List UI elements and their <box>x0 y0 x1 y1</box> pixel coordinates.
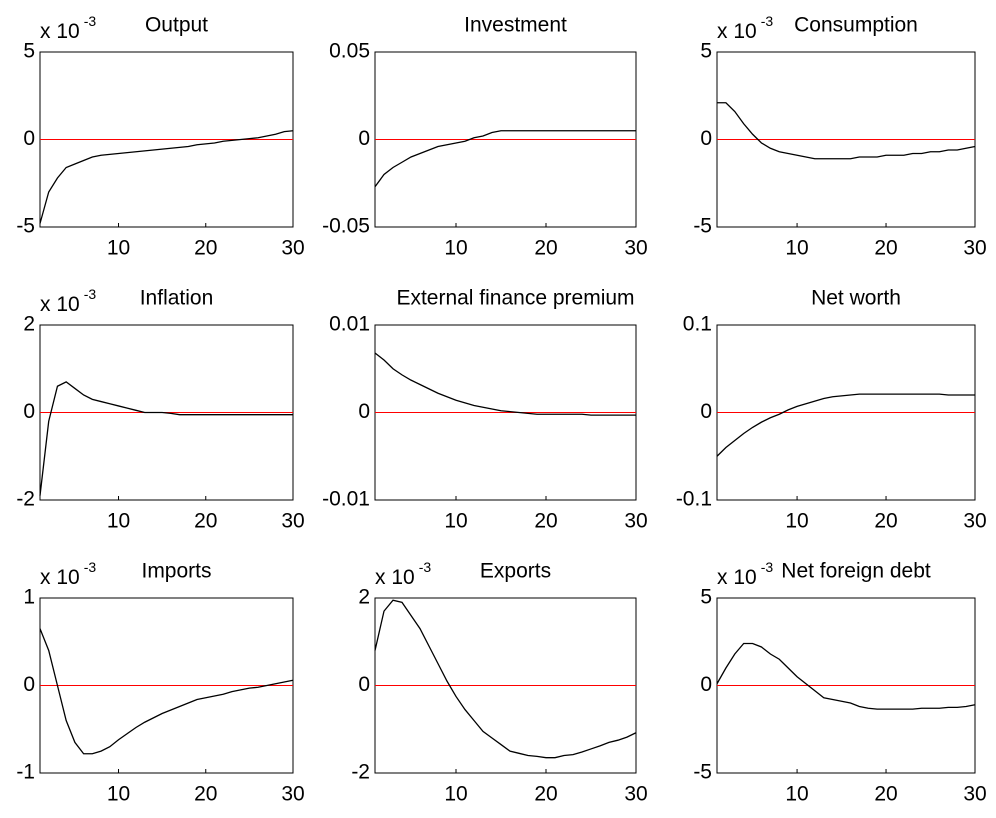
scale-base: x 10 <box>40 20 80 43</box>
y-tick-label: 0 <box>700 673 712 696</box>
scale-exponent: -3 <box>84 286 97 302</box>
x-tick-label: 10 <box>107 237 130 260</box>
chart-title: Investment <box>464 14 567 37</box>
y-tick-label: 2 <box>23 313 35 336</box>
x-tick-label: 20 <box>874 237 897 260</box>
response-line <box>39 130 294 224</box>
x-tick-label: 10 <box>785 783 808 806</box>
scale-base: x 10 <box>717 566 757 589</box>
y-tick-label: 0 <box>358 400 370 423</box>
scale-base: x 10 <box>717 20 757 43</box>
y-tick-label: 0 <box>23 127 35 150</box>
x-tick-label: 10 <box>107 510 130 533</box>
x-tick-label: 20 <box>194 783 217 806</box>
x-tick-label: 20 <box>534 510 557 533</box>
scale-label: x 10 -3 <box>40 13 96 43</box>
y-tick-label: 0 <box>700 127 712 150</box>
x-tick-label: 10 <box>444 510 467 533</box>
scale-label: x 10 -3 <box>375 559 431 589</box>
scale-exponent: -3 <box>419 559 432 575</box>
scale-label: x 10 -3 <box>717 13 773 43</box>
chart-title: Net worth <box>811 287 901 310</box>
y-tick-label: 0 <box>23 673 35 696</box>
scale-label: x 10 -3 <box>717 559 773 589</box>
scale-base: x 10 <box>40 566 80 589</box>
response-line <box>39 628 294 755</box>
y-tick-label: 1 <box>23 586 35 609</box>
scale-base: x 10 <box>375 566 415 589</box>
y-tick-label: 0 <box>358 127 370 150</box>
y-tick-label: 0 <box>358 673 370 696</box>
x-tick-label: 20 <box>874 510 897 533</box>
x-tick-label: 10 <box>444 783 467 806</box>
y-tick-label: 0.05 <box>329 40 370 63</box>
y-tick-label: -2 <box>351 761 370 784</box>
x-tick-label: 30 <box>963 783 986 806</box>
x-tick-label: 10 <box>785 237 808 260</box>
chart-title: Imports <box>141 560 211 583</box>
x-tick-label: 30 <box>624 510 647 533</box>
x-tick-label: 30 <box>624 783 647 806</box>
x-tick-label: 30 <box>281 237 304 260</box>
scale-label: x 10 -3 <box>40 559 96 589</box>
chart-title: Output <box>145 14 208 37</box>
y-tick-label: 0 <box>700 400 712 423</box>
chart-title: Exports <box>480 560 551 583</box>
scale-label: x 10 -3 <box>40 286 96 316</box>
x-tick-label: 20 <box>874 783 897 806</box>
chart-title: Inflation <box>140 287 214 310</box>
x-tick-label: 20 <box>534 783 557 806</box>
y-tick-label: 5 <box>23 40 35 63</box>
y-tick-label: 2 <box>358 586 370 609</box>
scale-exponent: -3 <box>84 13 97 29</box>
y-tick-label: 0.01 <box>329 313 370 336</box>
x-tick-label: 30 <box>624 237 647 260</box>
response-line <box>374 352 636 416</box>
y-tick-label: -5 <box>693 761 712 784</box>
response-line <box>374 130 636 188</box>
chart-title: Consumption <box>794 14 918 37</box>
scale-exponent: -3 <box>84 559 97 575</box>
x-tick-label: 20 <box>534 237 557 260</box>
chart-title: External finance premium <box>396 287 634 310</box>
response-line <box>716 393 975 457</box>
x-tick-label: 10 <box>785 510 808 533</box>
response-line <box>716 642 976 710</box>
x-tick-label: 30 <box>963 237 986 260</box>
x-tick-label: 10 <box>444 237 467 260</box>
x-tick-label: 20 <box>194 510 217 533</box>
scale-exponent: -3 <box>761 13 774 29</box>
y-tick-label: 5 <box>700 586 712 609</box>
y-tick-label: -0.1 <box>676 488 712 511</box>
response-line <box>39 381 293 496</box>
response-line <box>717 102 976 160</box>
chart-title: Net foreign debt <box>781 560 931 583</box>
y-tick-label: -1 <box>16 761 35 784</box>
x-tick-label: 10 <box>107 783 130 806</box>
y-tick-label: -2 <box>16 488 35 511</box>
y-tick-label: -5 <box>16 215 35 238</box>
scale-base: x 10 <box>40 293 80 316</box>
x-tick-label: 30 <box>281 510 304 533</box>
y-tick-label: 0 <box>23 400 35 423</box>
y-tick-label: 0.1 <box>683 313 712 336</box>
y-tick-label: -0.05 <box>322 215 370 238</box>
y-tick-label: 5 <box>700 40 712 63</box>
x-tick-label: 20 <box>194 237 217 260</box>
response-line <box>374 599 637 759</box>
x-tick-label: 30 <box>281 783 304 806</box>
scale-exponent: -3 <box>761 559 774 575</box>
x-tick-label: 30 <box>963 510 986 533</box>
y-tick-label: -5 <box>693 215 712 238</box>
y-tick-label: -0.01 <box>322 488 370 511</box>
